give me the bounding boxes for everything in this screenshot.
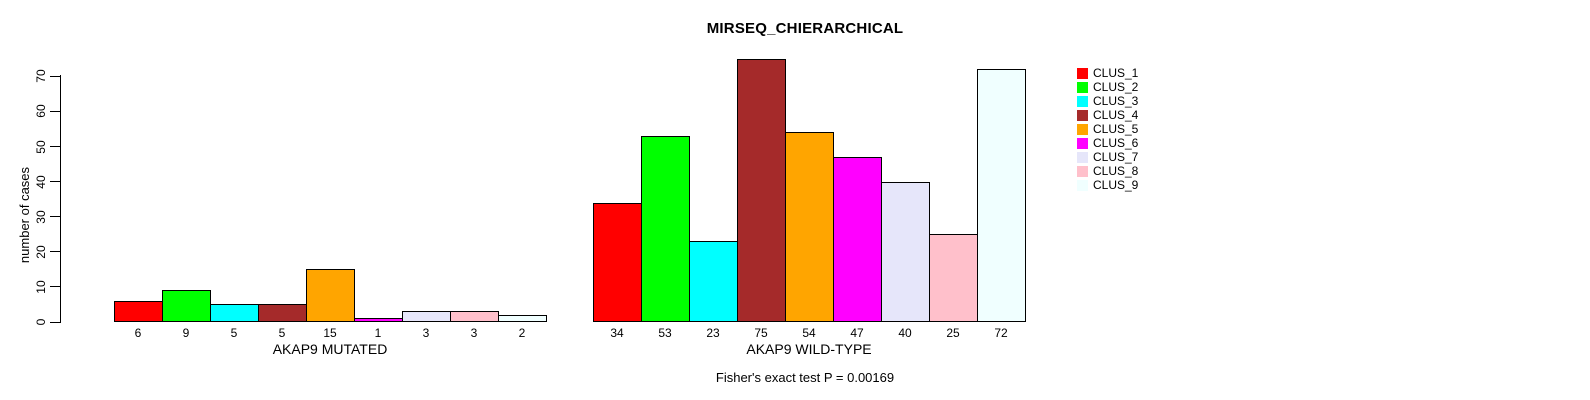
legend-swatch-CLUS_3 [1077,95,1088,107]
bar-value-label: 3 [422,326,430,340]
legend-label-CLUS_1: CLUS_1 [1093,66,1139,80]
y-tick-label-40: 40 [34,174,48,189]
bar-value-label: 34 [610,326,624,340]
legend-item-CLUS_6: CLUS_6 [1077,136,1138,150]
y-tick-70 [50,75,60,77]
legend-swatch-CLUS_4 [1077,109,1088,121]
value-labels-mutated: 6 9 5 5 15 1 3 3 2 [114,326,546,340]
chart-title: MIRSEQ_CHIERARCHICAL [706,20,904,37]
legend-label-CLUS_4: CLUS_4 [1093,108,1139,122]
bar-group-mutated [114,269,547,322]
legend-item-CLUS_4: CLUS_4 [1077,108,1138,122]
bar-value-label: 23 [706,326,720,340]
legend-item-CLUS_1: CLUS_1 [1077,66,1138,80]
bar-CLUS_7 [402,311,451,322]
bar-value-label: 9 [182,326,190,340]
legend-label-CLUS_6: CLUS_6 [1093,136,1139,150]
legend-swatch-CLUS_2 [1077,81,1088,93]
legend-label-CLUS_5: CLUS_5 [1093,122,1139,136]
y-tick-10 [50,286,60,288]
legend-label-CLUS_9: CLUS_9 [1093,178,1139,192]
legend-label-CLUS_3: CLUS_3 [1093,94,1139,108]
y-tick-label-50: 50 [34,139,48,154]
bar-value-label: 15 [323,326,337,340]
bar-value-label: 3 [470,326,478,340]
legend-swatch-CLUS_9 [1077,179,1088,191]
legend: CLUS_1 CLUS_2 CLUS_3 CLUS_4 CLUS_5 CLUS_6 CLUS… [1077,66,1138,192]
bar-CLUS_1 [593,203,642,322]
bar-CLUS_4 [258,304,307,322]
bar-CLUS_9 [498,315,547,322]
y-tick-label-70: 70 [34,69,48,83]
y-tick-0 [50,321,60,323]
legend-swatch-CLUS_5 [1077,123,1088,135]
bar-CLUS_6 [354,318,403,322]
y-axis-label: number of cases [17,166,32,264]
legend-swatch-CLUS_8 [1077,165,1088,177]
legend-label-CLUS_7: CLUS_7 [1093,150,1139,164]
legend-label-CLUS_2: CLUS_2 [1093,80,1139,94]
legend-item-CLUS_5: CLUS_5 [1077,122,1138,136]
y-tick-label-10: 10 [34,280,48,294]
bar-CLUS_3 [689,241,738,322]
legend-swatch-CLUS_1 [1077,67,1088,79]
legend-swatch-CLUS_6 [1077,137,1088,149]
bar-value-label: 1 [374,326,382,340]
x-axis-label-mutated: AKAP9 MUTATED [272,341,388,357]
bar-value-label: 6 [134,326,142,340]
y-tick-label-20: 20 [34,245,48,259]
fisher-test-annotation: Fisher's exact test P = 0.00169 [715,370,895,385]
legend-item-CLUS_9: CLUS_9 [1077,178,1138,192]
bar-CLUS_8 [450,311,499,322]
bar-CLUS_5 [306,269,355,322]
bar-value-label: 5 [278,326,286,340]
bar-CLUS_9 [977,69,1026,322]
legend-item-CLUS_7: CLUS_7 [1077,150,1138,164]
bar-value-label: 54 [802,326,816,340]
bar-value-label: 47 [850,326,864,340]
bar-CLUS_2 [641,136,690,322]
y-tick-50 [50,146,60,147]
bar-value-label: 40 [898,326,912,340]
bar-value-label: 72 [994,326,1008,340]
legend-item-CLUS_2: CLUS_2 [1077,80,1138,94]
bar-group-wildtype [593,59,1026,322]
y-tick-30 [50,216,60,218]
bar-value-label: 75 [754,326,768,340]
legend-item-CLUS_8: CLUS_8 [1077,164,1138,178]
y-tick-20 [50,251,60,253]
bar-value-label: 53 [658,326,672,340]
bar-value-label: 2 [518,326,526,340]
y-tick-60 [50,110,60,112]
bar-CLUS_4 [737,59,786,322]
y-tick-label-60: 60 [34,104,48,119]
y-tick-40 [50,181,60,183]
legend-swatch-CLUS_7 [1077,151,1088,163]
bar-CLUS_7 [881,182,930,322]
value-labels-wildtype: 34 53 23 75 54 47 40 25 72 [593,326,1025,340]
y-axis-line [60,75,61,323]
legend-label-CLUS_8: CLUS_8 [1093,164,1139,178]
bar-CLUS_1 [114,301,163,322]
legend-item-CLUS_3: CLUS_3 [1077,94,1138,108]
bar-CLUS_8 [929,234,978,322]
bar-CLUS_2 [162,290,211,322]
x-axis-label-wildtype: AKAP9 WILD-TYPE [746,341,872,357]
bar-CLUS_3 [210,304,259,322]
bar-value-label: 25 [946,326,960,340]
bar-CLUS_5 [785,132,834,322]
y-tick-label-0: 0 [34,318,48,326]
bar-CLUS_6 [833,157,882,322]
bar-value-label: 5 [230,326,238,340]
y-tick-label-30: 30 [34,210,48,224]
